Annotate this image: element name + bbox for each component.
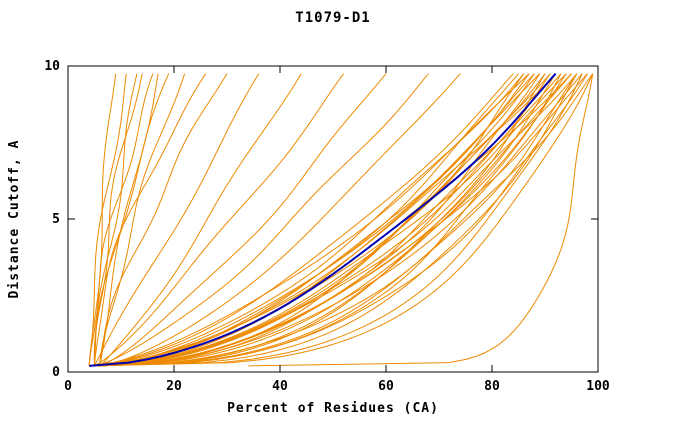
model-curve: [94, 73, 551, 367]
model-curve: [94, 73, 344, 367]
model-curve: [99, 73, 186, 366]
model-curve: [89, 73, 525, 367]
model-curve: [94, 73, 207, 366]
x-axis-label: Percent of Residues (CA): [227, 401, 439, 416]
tick-label: 0: [52, 365, 60, 380]
model-curve: [94, 73, 572, 367]
model-curve: [89, 73, 562, 367]
model-curve: [94, 73, 562, 367]
reference-curve: [89, 73, 557, 367]
chart-title: T1079-D1: [295, 10, 370, 26]
model-curve: [99, 73, 567, 367]
tick-label: 0: [64, 379, 72, 394]
curves-layer: [88, 73, 594, 367]
ticks-layer: 0 20 40 60 80 100 0 5 10: [44, 59, 610, 394]
model-curve: [99, 73, 588, 367]
model-curve: [89, 73, 514, 367]
model-curve: [88, 73, 154, 366]
model-curve: [89, 73, 594, 367]
model-curve: [89, 73, 541, 367]
model-curve: [88, 73, 117, 366]
model-curve: [94, 73, 260, 367]
model-curve: [93, 73, 170, 366]
model-curve: [94, 73, 578, 367]
model-curve: [94, 73, 583, 367]
y-axis-label: Distance Cutoff, A: [7, 140, 22, 299]
model-curve: [94, 73, 578, 367]
model-curve: [88, 73, 127, 366]
model-curve: [89, 73, 588, 367]
model-curve: [94, 73, 541, 367]
model-curve: [93, 73, 143, 366]
model-curve: [89, 73, 572, 367]
tick-label: 20: [166, 379, 182, 394]
tick-label: 80: [484, 379, 500, 394]
model-curve: [99, 73, 228, 366]
model-curve: [89, 73, 530, 367]
model-curve: [99, 73, 461, 367]
model-curve: [99, 73, 302, 367]
model-curve: [248, 73, 594, 367]
model-curve: [94, 73, 594, 367]
tick-label: 100: [586, 379, 610, 394]
model-curve: [94, 73, 429, 367]
model-curve: [94, 73, 556, 367]
tick-label: 10: [44, 59, 60, 74]
model-curve: [99, 73, 578, 367]
tick-label: 40: [272, 379, 288, 394]
model-curve: [89, 73, 583, 367]
tick-label: 5: [52, 212, 60, 227]
tick-label: 60: [378, 379, 394, 394]
model-curve: [99, 73, 387, 367]
